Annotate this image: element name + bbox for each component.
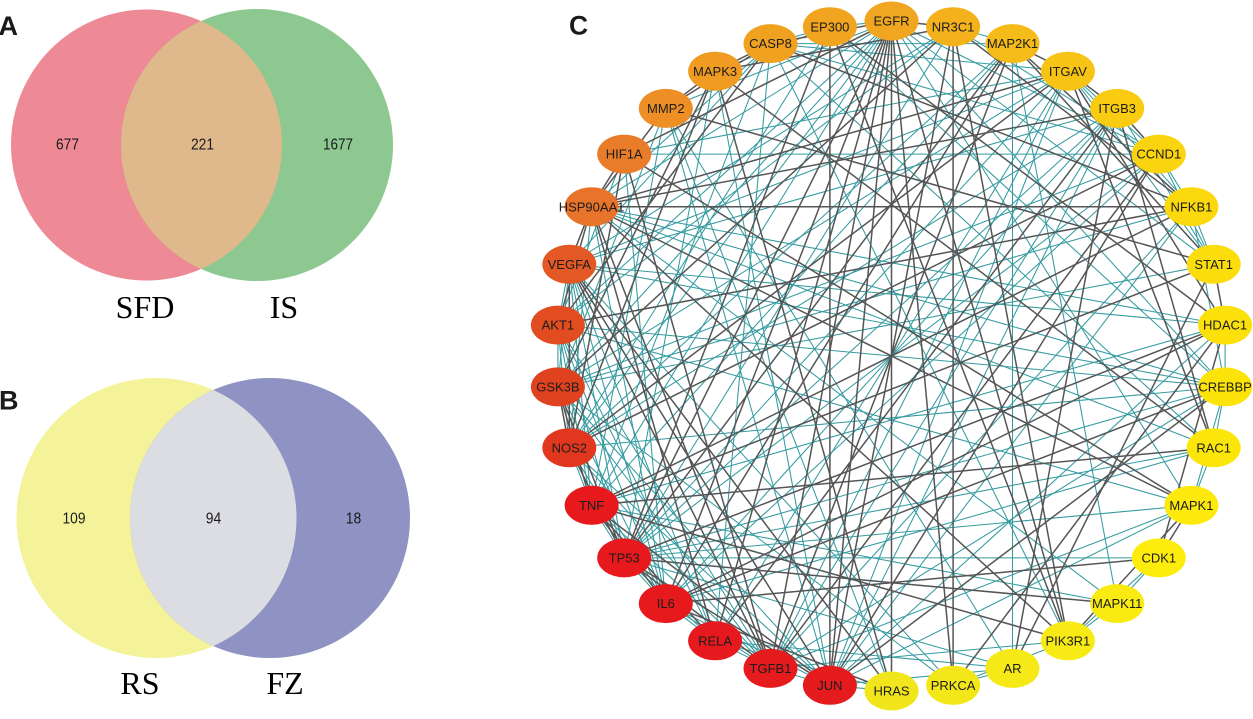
svg-text:MAP2K1: MAP2K1 [987,36,1038,51]
svg-text:RAC1: RAC1 [1196,440,1231,455]
svg-text:MAPK11: MAPK11 [1092,596,1142,611]
svg-text:NOS2: NOS2 [552,440,587,455]
svg-text:AKT1: AKT1 [542,318,575,333]
svg-text:HDAC1: HDAC1 [1203,318,1247,333]
svg-text:MMP2: MMP2 [647,101,685,116]
svg-text:HIF1A: HIF1A [606,147,643,162]
svg-text:NFKB1: NFKB1 [1170,199,1212,214]
svg-text:18: 18 [346,511,362,528]
svg-text:CASP8: CASP8 [749,36,792,51]
svg-text:TNF: TNF [579,498,604,513]
svg-text:CCND1: CCND1 [1136,147,1181,162]
svg-text:EGFR: EGFR [873,14,909,29]
svg-text:IL6: IL6 [657,596,675,611]
svg-text:PRKCA: PRKCA [931,678,976,693]
svg-text:677: 677 [56,137,79,154]
svg-text:CDK1: CDK1 [1141,551,1176,566]
svg-text:EP300: EP300 [810,19,849,34]
svg-text:STAT1: STAT1 [1194,257,1233,272]
svg-text:HSP90AA1: HSP90AA1 [559,199,625,214]
svg-text:VEGFA: VEGFA [548,257,592,272]
svg-text:A: A [0,11,18,41]
svg-text:CREBBP: CREBBP [1198,380,1251,395]
svg-text:ITGAV: ITGAV [1049,64,1087,79]
svg-text:SFD: SFD [116,289,175,325]
svg-text:C: C [569,11,588,41]
svg-text:ITGB3: ITGB3 [1098,101,1136,116]
svg-text:GSK3B: GSK3B [536,380,579,395]
svg-text:RS: RS [120,665,159,701]
svg-text:TP53: TP53 [609,551,640,566]
svg-text:94: 94 [206,511,222,528]
svg-text:JUN: JUN [817,678,842,693]
svg-text:HRAS: HRAS [873,684,909,699]
svg-text:221: 221 [191,137,214,154]
svg-text:AR: AR [1003,661,1021,676]
svg-text:TGFB1: TGFB1 [750,661,792,676]
svg-text:IS: IS [270,289,298,325]
svg-text:MAPK1: MAPK1 [1169,498,1213,513]
svg-text:RELA: RELA [698,633,732,648]
svg-text:B: B [0,386,19,416]
svg-text:MAPK3: MAPK3 [693,64,737,79]
svg-text:109: 109 [63,511,86,528]
svg-text:PIK3R1: PIK3R1 [1045,633,1090,648]
svg-text:NR3C1: NR3C1 [932,19,975,34]
svg-text:FZ: FZ [266,665,303,701]
svg-text:1677: 1677 [323,137,353,154]
